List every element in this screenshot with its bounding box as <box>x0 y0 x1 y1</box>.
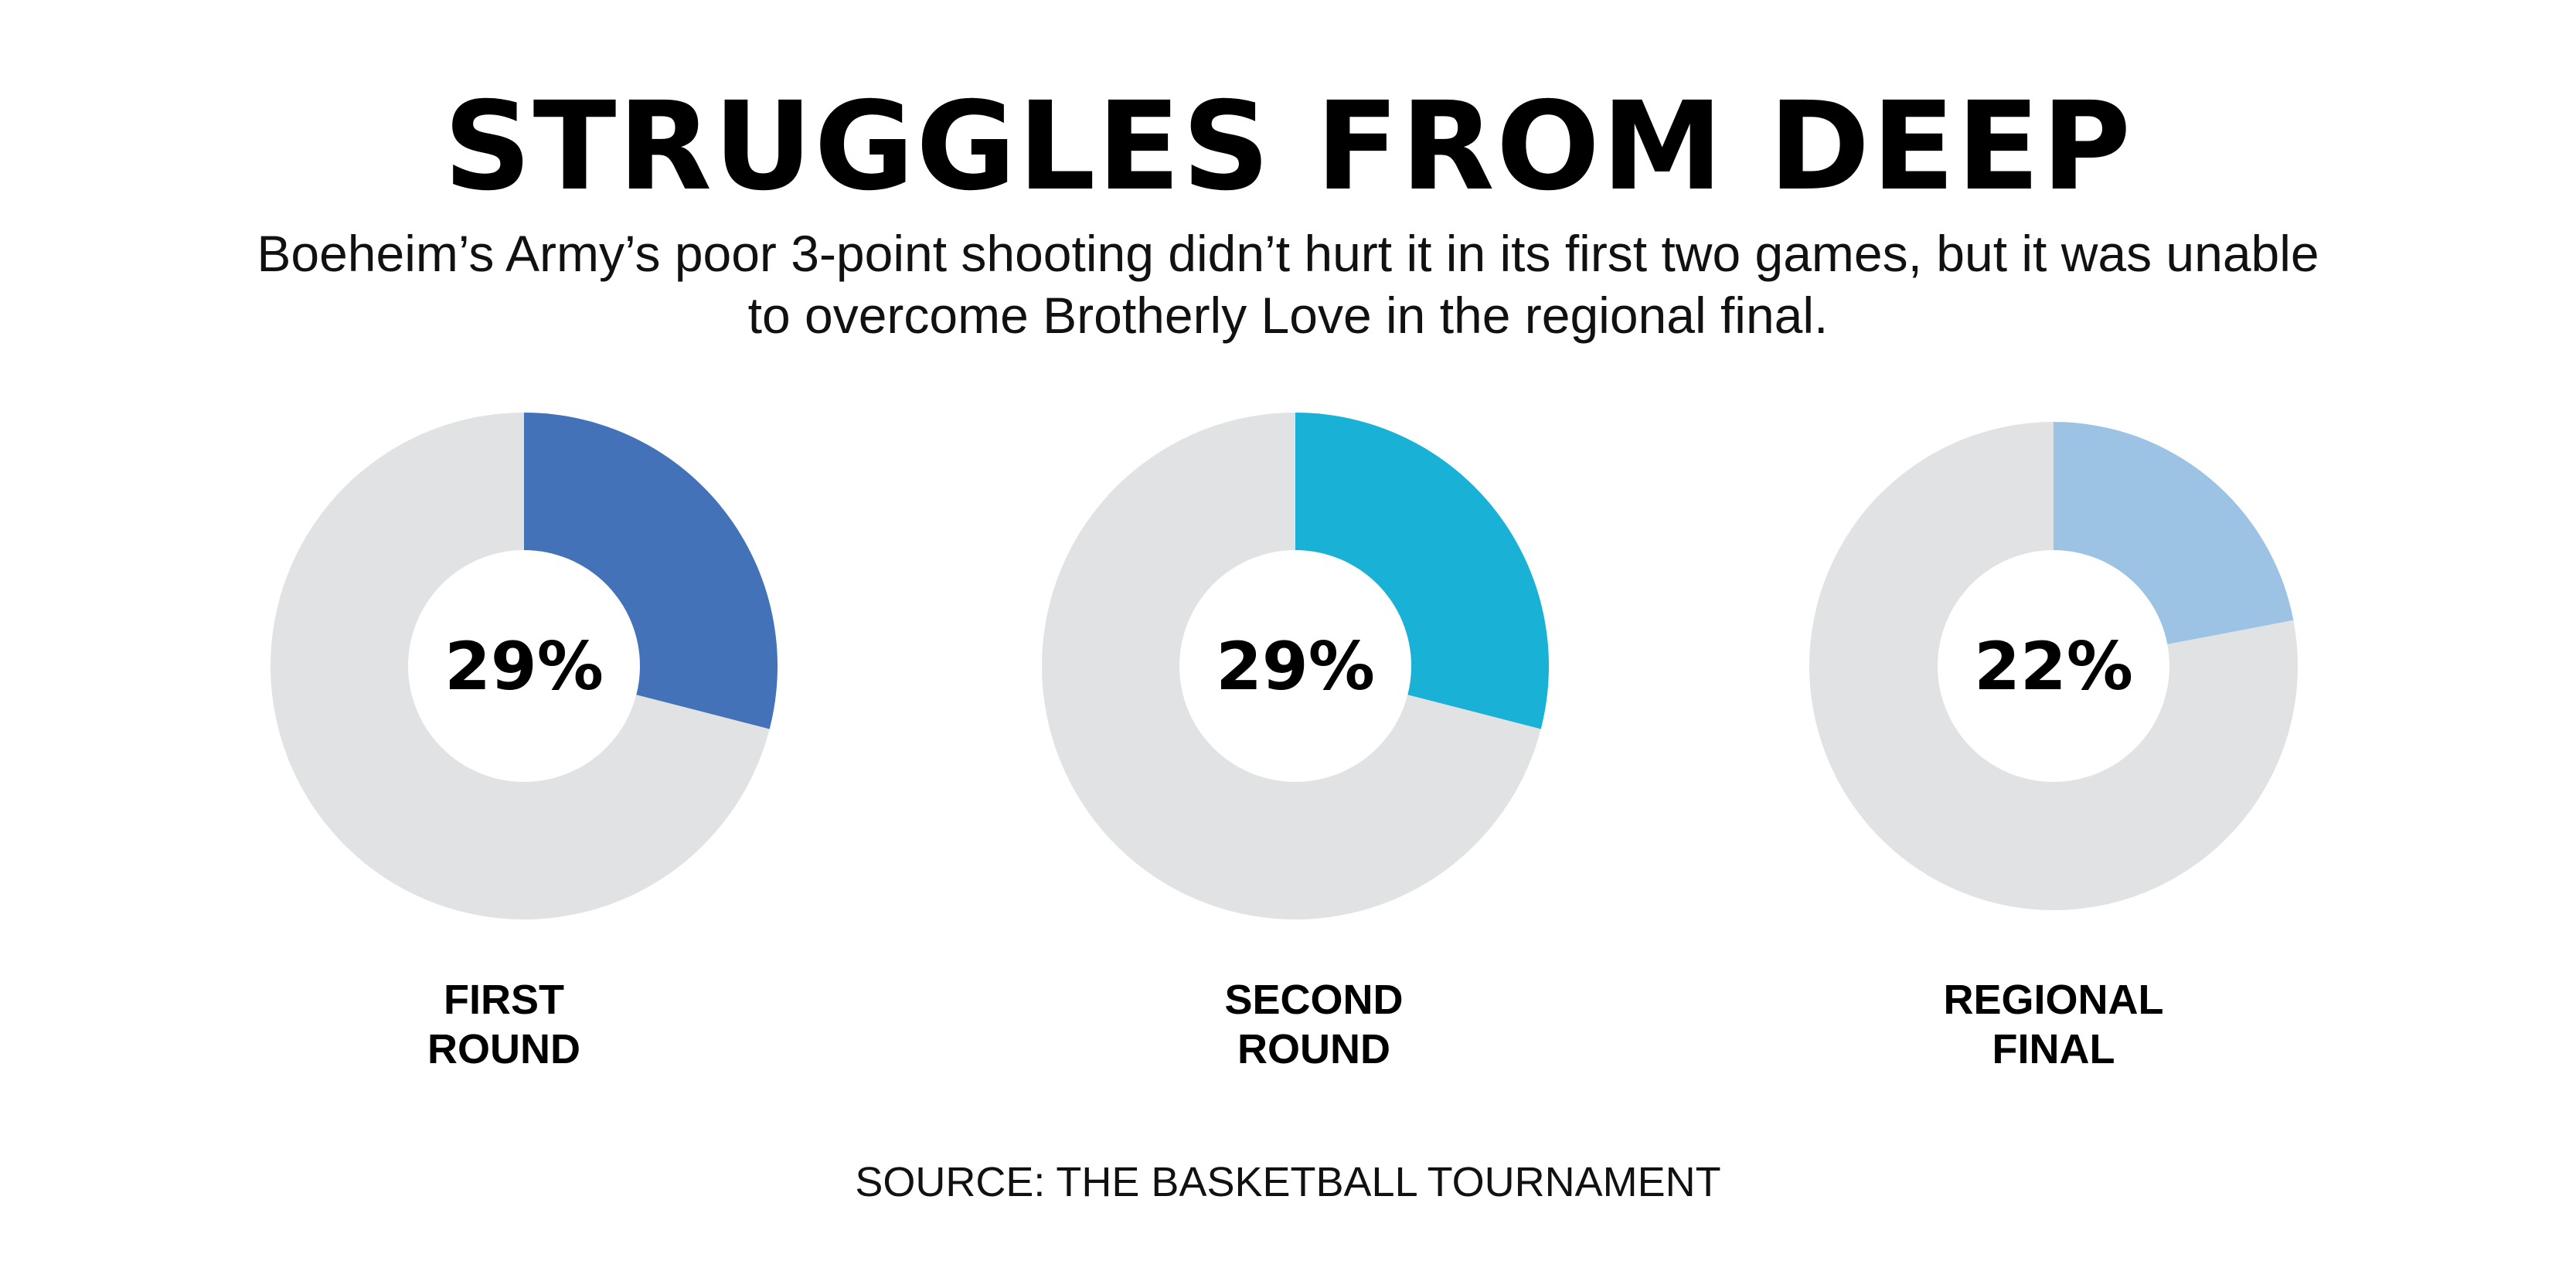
category-label: REGIONAL <box>1943 977 2163 1023</box>
chart-title: STRUGGLES FROM DEEP <box>443 76 2133 218</box>
category-label: FIRST <box>444 977 564 1023</box>
category-label: FINAL <box>1992 1026 2115 1072</box>
chart-subtitle: Boeheim’s Army’s poor 3-point shooting d… <box>257 225 2319 344</box>
source-note: SOURCE: THE BASKETBALL TOURNAMENT <box>855 1159 1721 1205</box>
category-label: ROUND <box>427 1026 580 1072</box>
category-label: ROUND <box>1237 1026 1390 1072</box>
donut-hole <box>1179 550 1411 782</box>
donut-hole <box>1938 550 2169 782</box>
value-label: 29% <box>444 628 604 705</box>
value-label: 22% <box>1974 628 2133 705</box>
donut-hole <box>408 550 640 782</box>
value-label: 29% <box>1216 628 1375 705</box>
category-label: SECOND <box>1224 977 1403 1023</box>
